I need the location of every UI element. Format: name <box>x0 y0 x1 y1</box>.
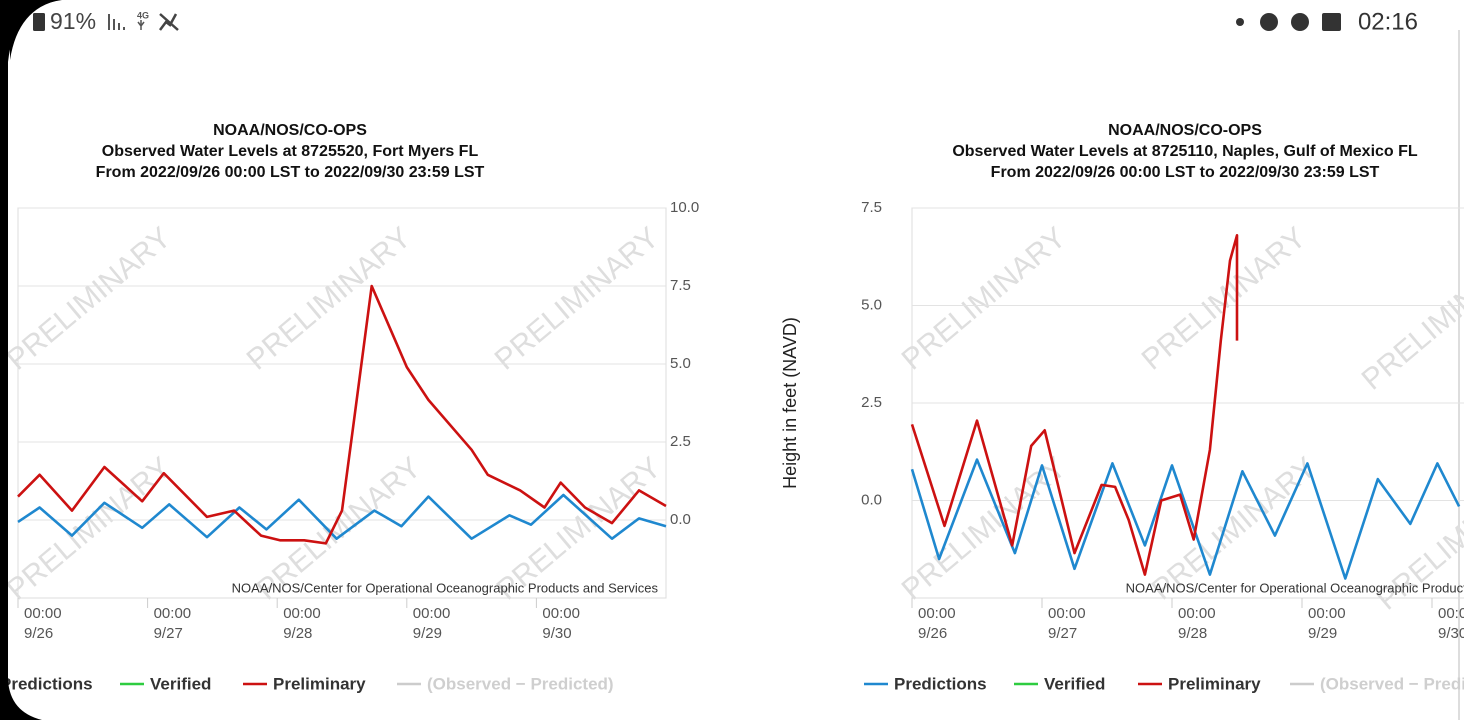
x-tick-label: 9/27 <box>154 625 183 642</box>
series-line <box>17 284 667 545</box>
x-tick-label: 9/26 <box>24 625 53 642</box>
data-icon <box>137 20 145 30</box>
y-tick-label: 7.5 <box>670 277 691 294</box>
x-tick-label: 00:00 <box>283 605 321 622</box>
x-tick-label: 00:00 <box>1048 605 1086 622</box>
x-tick-label: 00:00 <box>918 605 956 622</box>
legend-label: Verified <box>1044 674 1105 693</box>
screen-bezel <box>0 0 62 720</box>
credit: NOAA/NOS/Center for Operational Oceanogr… <box>232 580 659 595</box>
x-tick-label: 00:00 <box>542 605 580 622</box>
series-line <box>910 234 1239 576</box>
chart-title: NOAA/NOS/CO-OPS <box>213 122 367 139</box>
series-line <box>17 493 667 540</box>
y-tick-label: 7.5 <box>861 199 882 216</box>
x-tick-label: 9/27 <box>1048 625 1077 642</box>
x-tick-label: 00:00 <box>413 605 451 622</box>
legend-label: (Observed − Predicted) <box>1320 674 1464 693</box>
y-tick-label: 5.0 <box>861 296 882 313</box>
app-icon <box>1260 13 1278 31</box>
y-tick-label: 0.0 <box>670 511 691 528</box>
x-tick-label: 9/29 <box>413 625 442 642</box>
battery-text: 91% <box>50 8 96 34</box>
credit: NOAA/NOS/Center for Operational Oceanogr… <box>1126 580 1464 595</box>
y-tick-label: 0.0 <box>861 491 882 508</box>
x-tick-label: 00:00 <box>1178 605 1216 622</box>
x-tick-label: 00:00 <box>24 605 62 622</box>
legend-label: Predictions <box>0 674 93 693</box>
dot-icon <box>1236 18 1244 26</box>
chart-subtitle: Observed Water Levels at 8725110, Naples… <box>952 143 1418 160</box>
chart-title: NOAA/NOS/CO-OPS <box>1108 122 1262 139</box>
x-tick-label: 00:00 <box>1308 605 1346 622</box>
legend-label: Predictions <box>894 674 987 693</box>
status-bar: 91% 4G 02:16 <box>33 8 1418 35</box>
x-tick-label: 9/30 <box>542 625 571 642</box>
clock: 02:16 <box>1358 8 1418 35</box>
x-tick-label: 00:00 <box>1438 605 1464 622</box>
legend-label: Preliminary <box>273 674 366 693</box>
network-text: 4G <box>137 10 149 20</box>
x-tick-label: 9/28 <box>283 625 312 642</box>
y-tick-label: 5.0 <box>670 355 691 372</box>
app-icon <box>1291 13 1309 31</box>
mute-icon <box>159 13 179 31</box>
image-icon <box>1322 13 1341 31</box>
y-tick-label: 2.5 <box>861 394 882 411</box>
battery-icon <box>33 13 45 31</box>
chart-subtitle: From 2022/09/26 00:00 LST to 2022/09/30 … <box>96 164 485 181</box>
y-tick-label: 2.5 <box>670 433 691 450</box>
chart-subtitle: From 2022/09/26 00:00 LST to 2022/09/30 … <box>991 164 1380 181</box>
legend-label: Preliminary <box>1168 674 1261 693</box>
y-axis-title: Height in feet (NAVD) <box>780 317 800 489</box>
x-tick-label: 9/28 <box>1178 625 1207 642</box>
x-tick-label: 9/29 <box>1308 625 1337 642</box>
x-tick-label: 00:00 <box>154 605 192 622</box>
legend-label: Verified <box>150 674 211 693</box>
chart-subtitle: Observed Water Levels at 8725520, Fort M… <box>102 143 479 160</box>
legend-label: (Observed − Predicted) <box>427 674 614 693</box>
x-tick-label: 9/30 <box>1438 625 1464 642</box>
series-line <box>910 458 1461 580</box>
signal-icon <box>108 14 125 30</box>
y-tick-label: 10.0 <box>670 199 699 216</box>
x-tick-label: 9/26 <box>918 625 947 642</box>
